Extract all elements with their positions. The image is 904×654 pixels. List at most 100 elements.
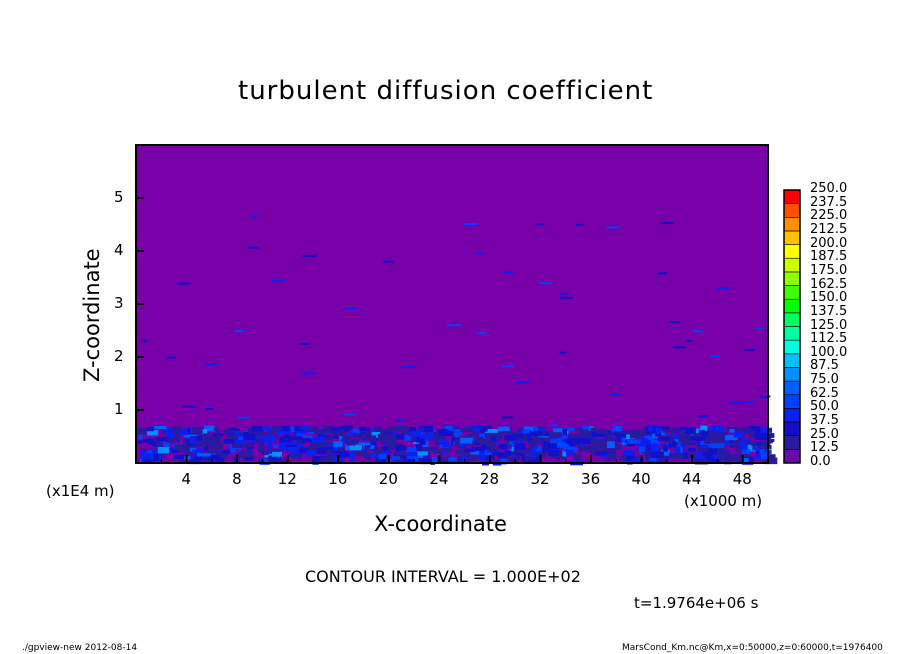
field-cell [479,433,486,439]
field-cell [272,451,283,457]
field-cell [733,431,744,438]
field-cell [362,427,370,432]
field-cell [395,434,405,440]
field-cell [691,436,706,441]
field-cell [471,446,484,452]
field-cell [606,441,615,449]
field-cell [657,437,671,441]
field-patch [536,223,545,226]
field-cell [491,459,501,464]
field-cell [361,433,366,441]
field-cell [724,441,730,446]
field-cell [146,427,154,432]
field-cell [529,443,535,448]
field-cell [562,428,568,436]
field-cell [555,456,561,460]
field-cell [498,452,508,458]
field-cell [527,436,532,442]
field-cell [669,452,683,459]
field-cell [683,452,689,459]
field-cell [282,425,290,432]
field-cell [697,447,710,453]
field-patch [476,331,487,334]
field-cell [264,431,274,439]
field-cell [646,455,653,461]
colorbar-label: 137.5 [810,303,848,319]
colorbar-cell [783,189,801,204]
field-cell [684,439,696,443]
field-cell [480,446,486,452]
field-cell [645,451,654,458]
field-cell [487,445,498,452]
field-patch [234,330,245,333]
field-cell [594,442,609,450]
field-cell [646,444,651,451]
field-cell [231,443,244,449]
field-cell [277,429,282,436]
field-cell [432,457,438,463]
field-cell [238,436,248,441]
field-cell [649,447,660,454]
field-cell [320,456,333,464]
field-cell [455,449,465,455]
field-cell [417,451,429,456]
field-cell [299,447,313,453]
field-patch [728,402,743,405]
field-cell [513,448,522,453]
field-cell [323,437,334,441]
field-cell [226,434,238,442]
field-cell [582,426,593,430]
field-cell [387,458,393,463]
colorbar-label: 162.5 [810,276,848,292]
field-patch [463,223,478,226]
field-cell [461,451,470,457]
x-axis-label: X-coordinate [374,512,507,536]
field-cell [509,441,514,445]
field-cell [498,443,508,450]
y-unit-label: (x1E4 m) [46,482,115,500]
field-cell [223,439,235,444]
field-cell [508,456,518,463]
colorbar-cell [783,230,801,245]
field-cell [376,457,386,463]
field-cell [369,454,383,458]
field-patch [446,324,462,327]
field-cell [359,426,366,432]
field-cell [420,425,433,433]
field-cell [334,431,346,436]
field-patch [502,365,514,368]
field-cell [644,435,655,442]
x-tick-label: 32 [530,470,550,488]
field-cell [205,450,210,455]
field-cell [760,427,773,433]
colorbar-label: 212.5 [810,221,848,237]
field-cell [405,455,419,462]
colorbar-label: 62.5 [810,385,839,401]
field-cell [566,449,574,456]
field-cell [511,451,518,455]
field-cell [466,433,478,439]
field-cell [363,453,372,460]
field-patch [395,419,407,422]
field-patch [500,416,513,419]
field-cell [465,454,478,461]
field-cell [349,457,354,463]
field-cell [674,439,679,443]
field-cell [471,429,477,434]
field-cell [330,427,342,431]
field-cell [463,448,475,453]
field-cell [763,454,776,460]
field-cell [470,450,480,455]
field-cell [199,433,210,438]
field-cell [203,444,209,451]
field-cell [670,428,682,434]
field-patch [559,296,573,299]
field-cell [629,432,643,439]
field-cell [308,445,319,453]
field-cell [209,454,221,460]
field-cell [312,455,327,463]
field-cell [165,431,176,437]
field-cell [724,459,732,465]
plot-background [136,145,768,463]
y-axis-label: Z-coordinate [80,248,104,382]
